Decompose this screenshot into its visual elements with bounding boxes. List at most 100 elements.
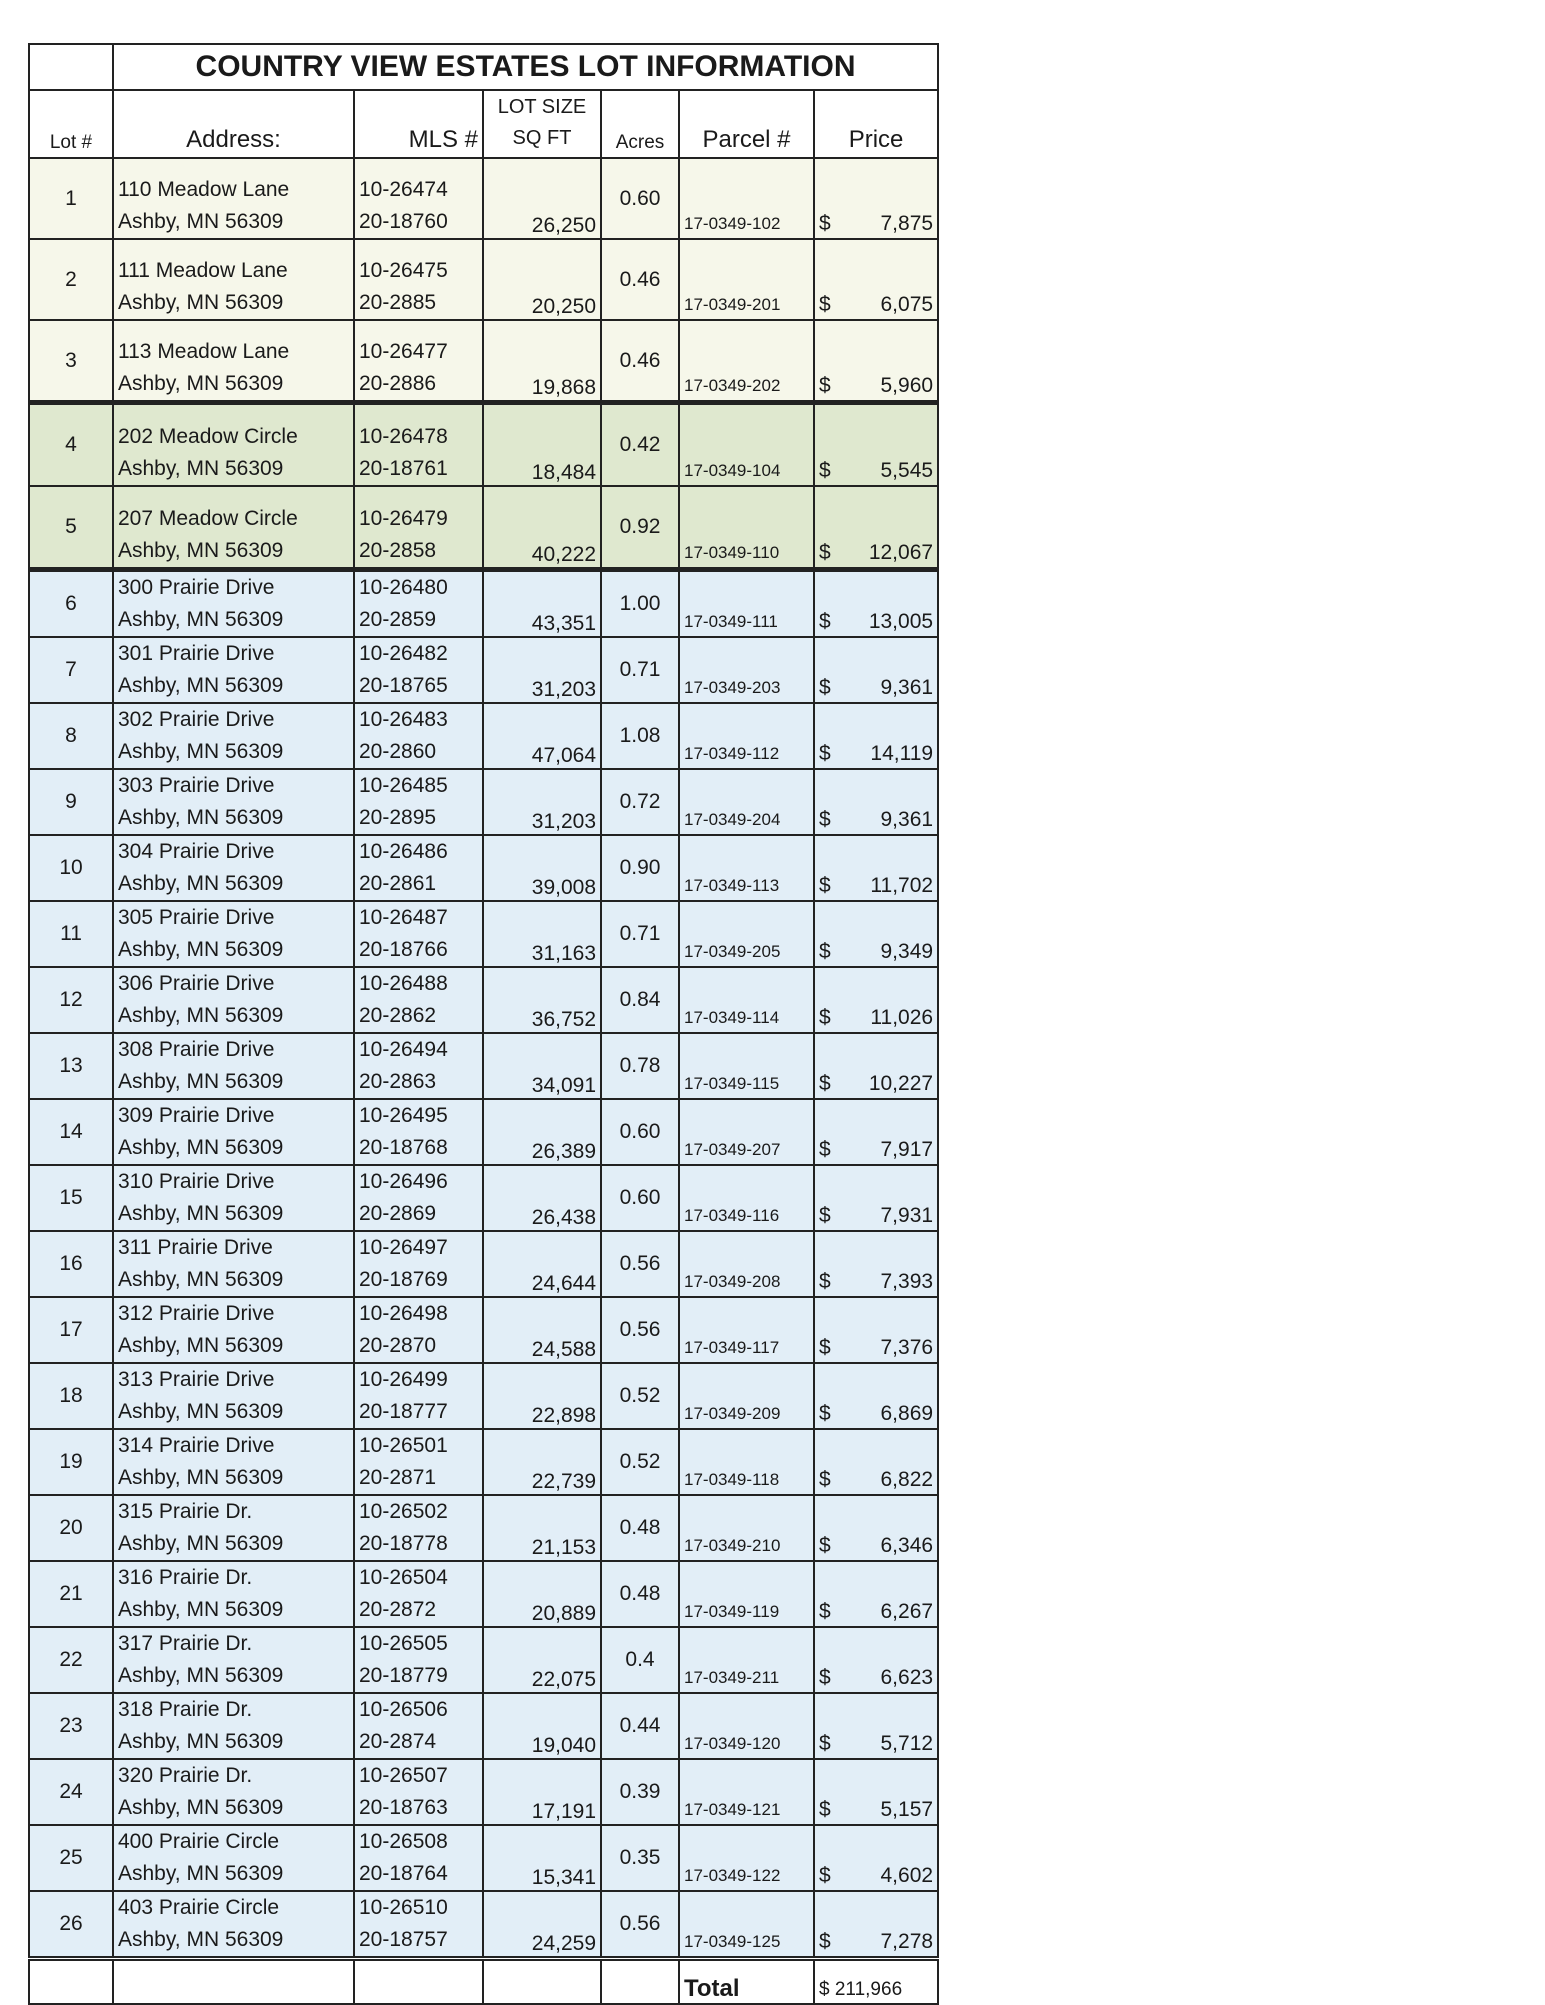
street: 300 Prairie Drive (118, 576, 275, 599)
price-cell: $5,157 (812, 1758, 940, 1826)
price-cell: $6,075 (812, 238, 940, 321)
parcel-number: 17-0349-113 (678, 834, 815, 902)
table-row: 17 312 Prairie Drive Ashby, MN 56309 10-264… (28, 1296, 940, 1364)
price: 7,376 (880, 1336, 934, 1359)
lot-number: 23 (28, 1692, 114, 1760)
mls-secondary: 20-2886 (359, 372, 437, 395)
city: Ashby, MN 56309 (118, 740, 284, 763)
mls-primary: 10-26499 (359, 1368, 448, 1391)
table-row: 12 306 Prairie Drive Ashby, MN 56309 10-264… (28, 966, 940, 1034)
acres: 0.35 (600, 1824, 680, 1892)
address-cell: 313 Prairie Drive Ashby, MN 56309 (112, 1362, 355, 1430)
lot-size: 24,259 (482, 1890, 602, 1960)
price: 6,075 (880, 293, 934, 316)
street: 207 Meadow Circle (118, 507, 298, 530)
blank-cell (112, 1956, 355, 2005)
parcel-number: 17-0349-121 (678, 1758, 815, 1826)
table-row: 5 207 Meadow Circle Ashby, MN 56309 10-2647… (28, 485, 940, 571)
lot-size: 26,389 (482, 1098, 602, 1166)
address-cell: 303 Prairie Drive Ashby, MN 56309 (112, 768, 355, 836)
mls-secondary: 20-2858 (359, 539, 437, 562)
table-row: 10 304 Prairie Drive Ashby, MN 56309 10-264… (28, 834, 940, 902)
lot-number: 1 (28, 157, 114, 240)
city: Ashby, MN 56309 (118, 1532, 284, 1555)
price-cell: $7,278 (812, 1890, 940, 1960)
mls-cell: 10-26479 20-2858 (353, 485, 484, 571)
header-lot-size: LOT SIZE SQ FT (482, 89, 602, 159)
currency-symbol: $ (819, 1072, 831, 1095)
lot-size: 22,898 (482, 1362, 602, 1430)
city: Ashby, MN 56309 (118, 1136, 284, 1159)
price: 5,545 (880, 459, 934, 482)
city: Ashby, MN 56309 (118, 674, 284, 697)
lot-size: 47,064 (482, 702, 602, 770)
lot-size: 36,752 (482, 966, 602, 1034)
lot-size: 26,438 (482, 1164, 602, 1232)
mls-cell: 10-26499 20-18777 (353, 1362, 484, 1430)
price: 7,393 (880, 1270, 934, 1293)
mls-cell: 10-26502 20-18778 (353, 1494, 484, 1562)
price: 4,602 (880, 1864, 934, 1887)
street: 311 Prairie Drive (118, 1236, 273, 1259)
currency-symbol: $ (819, 1138, 831, 1161)
parcel-number: 17-0349-104 (678, 400, 815, 487)
acres: 0.52 (600, 1428, 680, 1496)
lot-size: 24,644 (482, 1230, 602, 1298)
parcel-number: 17-0349-207 (678, 1098, 815, 1166)
mls-secondary: 20-18768 (359, 1136, 448, 1159)
mls-cell: 10-26486 20-2861 (353, 834, 484, 902)
currency-symbol: $ (819, 742, 831, 765)
price-cell: $9,361 (812, 768, 940, 836)
header-acres: Acres (600, 89, 680, 159)
lot-size: 19,040 (482, 1692, 602, 1760)
mls-primary: 10-26504 (359, 1566, 448, 1589)
mls-primary: 10-26497 (359, 1236, 448, 1259)
mls-cell: 10-26506 20-2874 (353, 1692, 484, 1760)
parcel-number: 17-0349-211 (678, 1626, 815, 1694)
mls-secondary: 20-18766 (359, 938, 448, 961)
acres: 0.39 (600, 1758, 680, 1826)
price-cell: $6,822 (812, 1428, 940, 1496)
mls-primary: 10-26487 (359, 906, 448, 929)
mls-primary: 10-26505 (359, 1632, 448, 1655)
address-cell: 315 Prairie Dr. Ashby, MN 56309 (112, 1494, 355, 1562)
lot-number: 14 (28, 1098, 114, 1166)
mls-cell: 10-26495 20-18768 (353, 1098, 484, 1166)
parcel-number: 17-0349-116 (678, 1164, 815, 1232)
street: 302 Prairie Drive (118, 708, 275, 731)
address-cell: 312 Prairie Drive Ashby, MN 56309 (112, 1296, 355, 1364)
lot-number: 4 (28, 400, 114, 487)
currency-symbol: $ (819, 940, 831, 963)
header-address: Address: (112, 89, 355, 159)
lot-number: 2 (28, 238, 114, 321)
acres: 0.46 (600, 238, 680, 321)
header-lot-size-line2: SQ FT (512, 127, 572, 149)
table-row: 21 316 Prairie Dr. Ashby, MN 56309 10-26504… (28, 1560, 940, 1628)
currency-symbol: $ (819, 374, 831, 397)
lot-number: 6 (28, 567, 114, 638)
total-price: 211,966 (834, 1979, 903, 2000)
mls-primary: 10-26486 (359, 840, 448, 863)
mls-secondary: 20-18765 (359, 674, 448, 697)
lot-size: 19,868 (482, 319, 602, 404)
mls-cell: 10-26485 20-2895 (353, 768, 484, 836)
parcel-number: 17-0349-112 (678, 702, 815, 770)
price: 11,702 (870, 874, 934, 897)
mls-primary: 10-26482 (359, 642, 448, 665)
lot-size: 34,091 (482, 1032, 602, 1100)
page-title: COUNTRY VIEW ESTATES LOT INFORMATION (111, 43, 940, 91)
city: Ashby, MN 56309 (118, 1070, 284, 1093)
street: 305 Prairie Drive (118, 906, 275, 929)
mls-cell: 10-26487 20-18766 (353, 900, 484, 968)
price: 6,623 (880, 1666, 934, 1689)
address-cell: 304 Prairie Drive Ashby, MN 56309 (112, 834, 355, 902)
address-cell: 310 Prairie Drive Ashby, MN 56309 (112, 1164, 355, 1232)
lot-size: 24,588 (482, 1296, 602, 1364)
mls-primary: 10-26508 (359, 1830, 448, 1853)
price-cell: $5,960 (812, 319, 940, 404)
street: 304 Prairie Drive (118, 840, 275, 863)
currency-symbol: $ (819, 541, 831, 564)
currency-symbol: $ (819, 1270, 831, 1293)
currency-symbol: $ (819, 459, 831, 482)
mls-cell: 10-26505 20-18779 (353, 1626, 484, 1694)
